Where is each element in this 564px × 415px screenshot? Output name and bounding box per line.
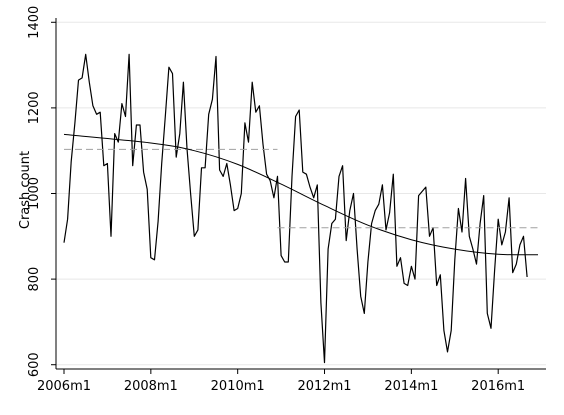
x-tick-label: 2010m1 [211, 379, 265, 394]
y-axis-label: Crash count [18, 151, 33, 229]
tick-labels: 600 800 1000 1200 1400 2006m1 2008m1 2010m1 2012… [27, 6, 525, 394]
trend-curve [63, 133, 539, 256]
y-tick-label: 600 [27, 352, 42, 377]
y-tick-label: 1400 [27, 6, 42, 39]
x-tick-label: 2008m1 [124, 379, 178, 394]
x-tick-label: 2012m1 [298, 379, 352, 394]
x-tick-label: 2006m1 [37, 379, 91, 394]
y-tick-label: 1000 [27, 177, 42, 210]
series-group [63, 53, 539, 364]
y-tick-label: 1200 [27, 91, 42, 124]
x-tick-label: 2016m1 [471, 379, 525, 394]
axes [51, 18, 546, 374]
y-tick-label: 800 [27, 267, 42, 292]
crash-count-line [63, 53, 528, 364]
x-tick-label: 2014m1 [384, 379, 438, 394]
